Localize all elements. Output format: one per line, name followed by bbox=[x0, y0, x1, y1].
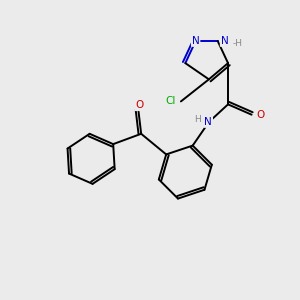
Text: Cl: Cl bbox=[165, 96, 176, 106]
Text: N: N bbox=[221, 36, 228, 46]
Text: O: O bbox=[256, 110, 264, 120]
Text: H: H bbox=[194, 115, 201, 124]
Text: N: N bbox=[204, 117, 212, 127]
Text: O: O bbox=[135, 100, 143, 110]
Text: N: N bbox=[192, 36, 200, 46]
Text: -H: -H bbox=[233, 39, 243, 48]
